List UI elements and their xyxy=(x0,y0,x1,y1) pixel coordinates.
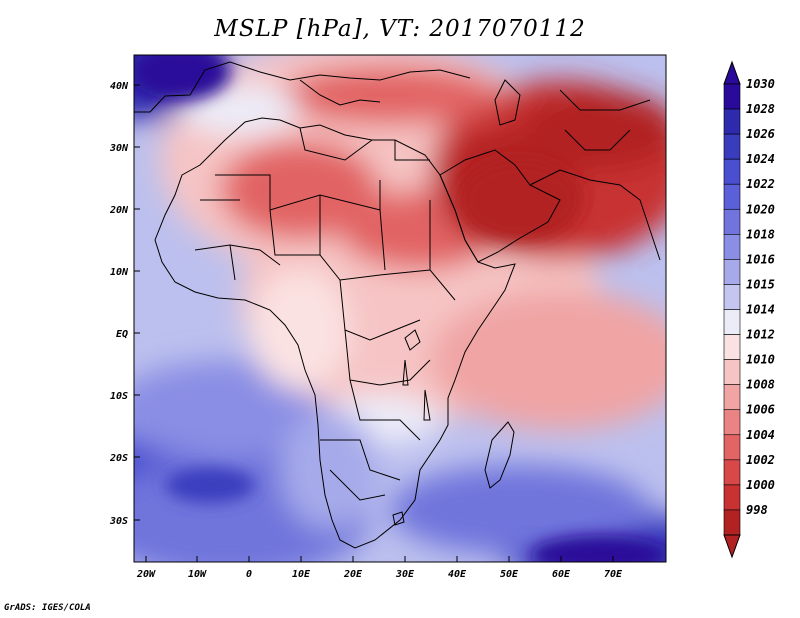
colorbar-label: 1024 xyxy=(746,152,775,166)
lat-label: EQ xyxy=(116,329,128,340)
coastlines xyxy=(134,61,661,549)
lon-label: 20W xyxy=(136,569,156,580)
colorbar-label: 1030 xyxy=(746,77,775,91)
colorbar-swatch xyxy=(723,309,741,335)
colorbar-label: 1028 xyxy=(746,102,775,116)
colorbar-label: 1026 xyxy=(746,127,775,141)
colorbar-swatch xyxy=(723,384,741,411)
colorbar-swatch xyxy=(723,459,741,486)
colorbar-arrow-bottom xyxy=(723,534,741,559)
plot-frame xyxy=(133,54,667,563)
colorbar-label: 1000 xyxy=(746,478,775,492)
lat-label: 40N xyxy=(110,81,129,92)
colorbar-swatch xyxy=(723,359,741,385)
map-title: MSLP [hPa], VT: 2017070112 xyxy=(214,16,586,42)
lon-label: 10E xyxy=(292,569,311,580)
lon-label: 20E xyxy=(343,569,363,580)
pressure-field xyxy=(134,55,666,562)
colorbar-swatch xyxy=(723,133,741,160)
colorbar-label: 1022 xyxy=(746,177,775,191)
lat-label: 10N xyxy=(110,267,129,278)
lon-label: 70E xyxy=(604,569,623,580)
lon-label: 10W xyxy=(188,569,207,580)
colorbar-label: 1020 xyxy=(746,202,775,216)
lon-label: 40E xyxy=(448,569,467,580)
longitude-labels: 20W 10W 0 10E 20E 30E 40E 50E 60E 70E xyxy=(136,569,623,580)
colorbar-label: 1014 xyxy=(746,303,775,317)
colorbar-swatch xyxy=(723,434,741,461)
colorbar-arrow-top xyxy=(723,60,741,85)
colorbar-label: 1008 xyxy=(746,378,775,392)
lat-label: 10S xyxy=(110,391,128,402)
colorbar-swatch xyxy=(723,158,741,185)
colorbar-label: 1018 xyxy=(746,227,775,241)
colorbar-label: 1006 xyxy=(746,403,775,417)
colorbar-label: 1010 xyxy=(746,353,775,367)
lon-label: 60E xyxy=(552,569,571,580)
colorbar-label: 1004 xyxy=(746,428,775,442)
colorbar: 1030 1028 1026 1024 1022 1020 1018 1016 1015 1014… xyxy=(723,60,775,559)
colorbar-label: 1012 xyxy=(746,328,775,342)
colorbar-label: 1015 xyxy=(746,277,775,291)
colorbar-swatch xyxy=(723,108,741,135)
colorbar-label: 998 xyxy=(746,503,768,517)
lon-label: 30E xyxy=(395,569,415,580)
colorbar-swatch xyxy=(723,208,741,235)
colorbar-swatch xyxy=(723,234,741,260)
lon-label: 50E xyxy=(500,569,519,580)
latitude-labels: 40N 30N 20N 10N EQ 10S 20S 30S xyxy=(109,81,129,527)
axis-ticks xyxy=(134,84,614,562)
colorbar-swatch xyxy=(723,284,741,310)
lat-label: 20N xyxy=(109,205,129,216)
colorbar-swatch xyxy=(723,484,741,511)
lat-label: 30N xyxy=(109,143,129,154)
colorbar-label: 1002 xyxy=(746,453,775,467)
colorbar-swatch xyxy=(723,334,741,360)
lat-label: 30S xyxy=(109,516,128,527)
grads-credit: GrADS: IGES/COLA xyxy=(4,603,91,613)
colorbar-swatch xyxy=(723,409,741,436)
colorbar-swatch xyxy=(723,509,741,536)
colorbar-swatch xyxy=(723,259,741,285)
lon-label: 0 xyxy=(246,569,252,580)
colorbar-swatch xyxy=(723,183,741,210)
lat-label: 20S xyxy=(109,453,128,464)
colorbar-label: 1016 xyxy=(746,252,775,266)
colorbar-swatch xyxy=(723,83,741,110)
